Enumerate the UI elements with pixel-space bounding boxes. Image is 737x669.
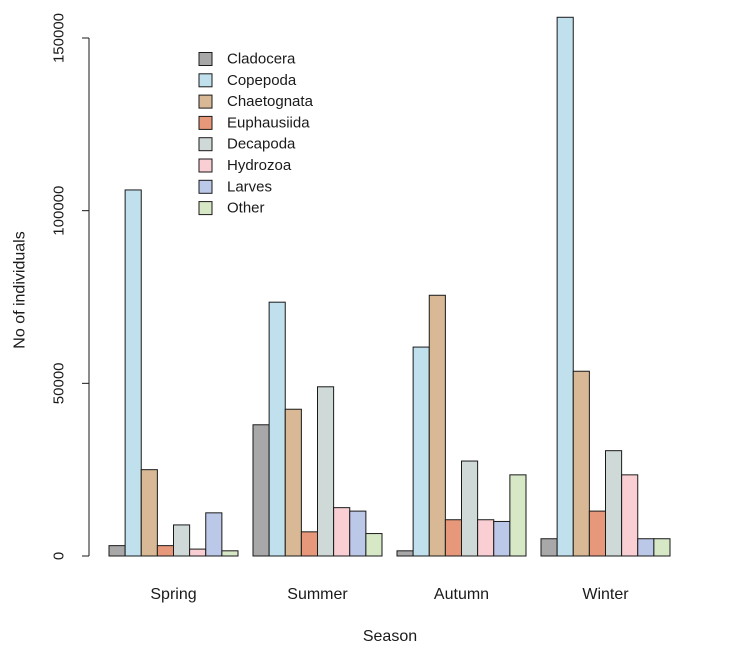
legend-label: Copepoda — [227, 72, 297, 89]
bar-decapoda-winter — [605, 450, 623, 557]
legend-swatch — [198, 201, 213, 216]
bar-larves-spring — [205, 512, 223, 557]
legend-item-hydrozoa: Hydrozoa — [198, 157, 292, 174]
category-label-winter: Winter — [582, 586, 629, 603]
legend: Cladocera Copepoda Chaetognata Euphausiida D… — [198, 51, 314, 217]
y-axis: 0 50000 100000 150000 — [51, 13, 90, 560]
bar-chaetognata-winter — [572, 370, 590, 557]
legend-swatch — [198, 158, 213, 173]
category-label-summer: Summer — [287, 586, 348, 603]
bar-hydrozoa-summer — [333, 507, 351, 557]
legend-item-cladocera: Cladocera — [198, 51, 296, 68]
legend-item-other: Other — [198, 200, 265, 217]
legend-label: Larves — [227, 178, 272, 195]
bar-decapoda-summer — [317, 386, 335, 557]
category-label-spring: Spring — [150, 586, 196, 603]
bar-copepoda-spring — [124, 189, 142, 557]
bar-euphausiida-summer — [300, 531, 318, 557]
bar-larves-autumn — [493, 520, 511, 557]
y-tick-label: 150000 — [51, 13, 68, 63]
category-label-autumn: Autumn — [434, 586, 489, 603]
bar-copepoda-autumn — [412, 346, 430, 557]
legend-swatch — [198, 52, 213, 66]
bar-decapoda-spring — [173, 524, 191, 557]
bar-copepoda-winter — [556, 16, 574, 557]
bar-other-winter — [653, 538, 671, 557]
legend-label: Euphausiida — [227, 114, 310, 131]
legend-swatch — [198, 73, 213, 88]
bar-hydrozoa-autumn — [477, 519, 495, 557]
bar-copepoda-summer — [268, 301, 286, 557]
bar-hydrozoa-winter — [621, 474, 639, 557]
legend-label: Hydrozoa — [227, 157, 292, 174]
legend-item-chaetognata: Chaetognata — [198, 93, 314, 110]
legend-swatch — [198, 115, 213, 130]
bar-decapoda-autumn — [461, 460, 479, 557]
legend-label: Chaetognata — [227, 93, 314, 110]
bar-cladocera-spring — [108, 545, 126, 557]
legend-swatch — [198, 137, 213, 152]
y-tick-label: 50000 — [51, 362, 68, 404]
bar-euphausiida-spring — [156, 545, 174, 557]
legend-label: Cladocera — [227, 51, 296, 68]
legend-swatch — [198, 94, 213, 109]
legend-label: Other — [227, 200, 265, 217]
bar-other-spring — [221, 550, 239, 557]
bar-chaetognata-spring — [140, 469, 158, 557]
category-labels: Spring Summer Autumn Winter — [150, 586, 629, 603]
y-tick-label: 100000 — [51, 186, 68, 236]
bar-chaetognata-autumn — [428, 294, 446, 557]
bar-other-summer — [365, 533, 383, 557]
bar-other-autumn — [509, 474, 527, 557]
bar-euphausiida-autumn — [444, 519, 462, 557]
legend-item-copepoda: Copepoda — [198, 72, 297, 89]
legend-item-decapoda: Decapoda — [198, 136, 296, 153]
legend-label: Decapoda — [227, 136, 296, 153]
y-tick-label: 0 — [51, 552, 68, 560]
bar-hydrozoa-spring — [189, 548, 207, 557]
bar-cladocera-summer — [252, 424, 270, 557]
legend-item-larves: Larves — [198, 178, 272, 195]
bars — [108, 16, 671, 557]
bar-cladocera-autumn — [396, 550, 414, 557]
y-axis-title: No of individuals — [12, 231, 29, 348]
bar-cladocera-winter — [540, 538, 558, 557]
bar-chaetognata-summer — [284, 408, 302, 557]
bar-euphausiida-winter — [588, 510, 606, 557]
bar-larves-winter — [637, 538, 655, 557]
bar-larves-summer — [349, 510, 367, 557]
legend-item-euphausiida: Euphausiida — [198, 114, 310, 131]
x-axis-title: Season — [363, 628, 417, 645]
legend-swatch — [198, 179, 213, 194]
